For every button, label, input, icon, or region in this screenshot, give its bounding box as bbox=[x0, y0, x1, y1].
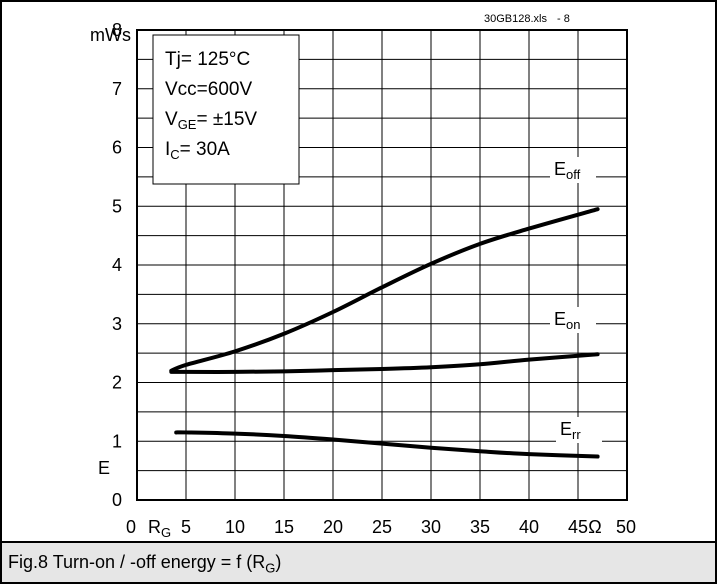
figure-caption: Fig.8 Turn-on / -off energy = f (RG) bbox=[8, 552, 282, 576]
y-tick-label: 0 bbox=[112, 490, 122, 510]
y-axis-label: E bbox=[98, 458, 110, 478]
x-tick-label: 40 bbox=[519, 517, 539, 537]
conditions-box: Tj= 125°C Vcc=600V VGE= ±15V IC= 30A bbox=[152, 34, 300, 185]
x-unit-label: Ω bbox=[588, 517, 601, 537]
condition-ic: IC= 30A bbox=[165, 139, 230, 162]
condition-vcc: Vcc=600V bbox=[165, 79, 252, 100]
x-tick-label: 10 bbox=[225, 517, 245, 537]
y-tick-label: 4 bbox=[112, 255, 122, 275]
x-tick-label: 35 bbox=[470, 517, 490, 537]
series-labels: Eoff Eon Err bbox=[550, 157, 602, 443]
plot-area-border bbox=[136, 29, 628, 501]
x-tick-label: 45 bbox=[568, 517, 588, 537]
series-line-on bbox=[169, 352, 600, 374]
grid bbox=[137, 30, 627, 500]
y-tick-label: 2 bbox=[112, 373, 122, 393]
x-tick-label: 50 bbox=[616, 517, 636, 537]
series-layer bbox=[169, 207, 600, 459]
y-tick-label: 3 bbox=[112, 314, 122, 334]
series-label-bg bbox=[556, 417, 602, 443]
y-tick-label: 1 bbox=[112, 431, 122, 451]
source-file-tag: 30GB128.xls - 8 bbox=[484, 13, 570, 25]
series-line-off bbox=[169, 207, 600, 373]
x-tick-label: 25 bbox=[372, 517, 392, 537]
x-tick-label: 20 bbox=[323, 517, 343, 537]
series-label-rr: Err bbox=[560, 419, 581, 442]
series-label-off: Eoff bbox=[554, 159, 581, 182]
x-tick-label: 30 bbox=[421, 517, 441, 537]
x-tick-label: 5 bbox=[181, 517, 191, 537]
x-tick-label: 15 bbox=[274, 517, 294, 537]
series-label-bg bbox=[550, 307, 596, 333]
caption-bar: Fig.8 Turn-on / -off energy = f (RG) bbox=[2, 541, 715, 582]
series-label-on: Eon bbox=[554, 309, 580, 332]
series-label-bg bbox=[550, 157, 596, 183]
y-tick-label: 7 bbox=[112, 79, 122, 99]
series-line-rr bbox=[174, 430, 600, 459]
y-unit-label: mWs bbox=[90, 25, 131, 45]
x-axis-label: RG bbox=[148, 517, 171, 540]
conditions-box-frame bbox=[152, 34, 300, 185]
condition-vge: VGE= ±15V bbox=[165, 109, 257, 132]
y-tick-label: 8 bbox=[112, 20, 122, 40]
y-tick-label: 5 bbox=[112, 196, 122, 216]
x-tick-label: 0 bbox=[126, 517, 136, 537]
y-tick-label: 6 bbox=[112, 138, 122, 158]
condition-tj: Tj= 125°C bbox=[165, 49, 250, 70]
